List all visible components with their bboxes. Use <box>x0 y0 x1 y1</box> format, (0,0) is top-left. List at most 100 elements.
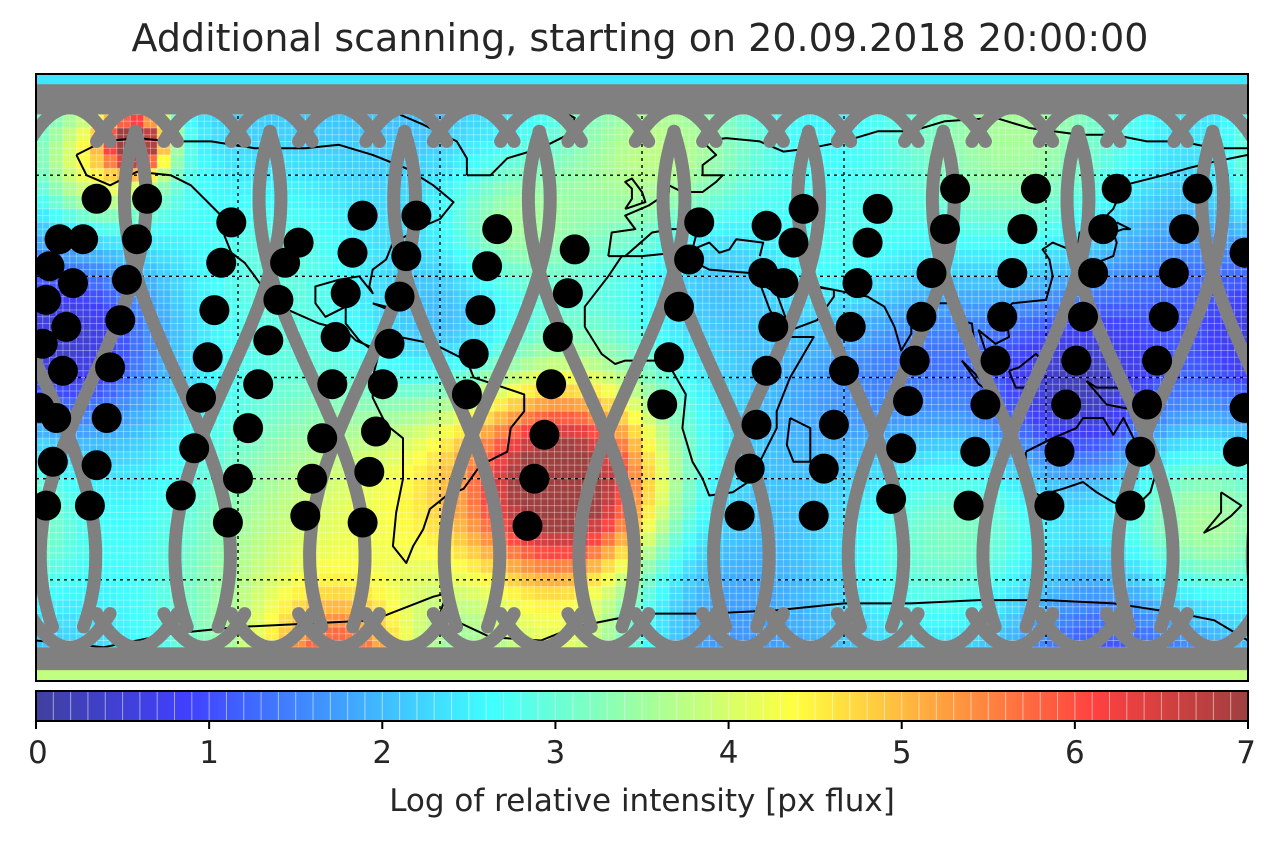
heatmap-cell <box>1072 465 1087 480</box>
heatmap-cell <box>453 208 468 223</box>
heatmap-cell <box>332 478 347 493</box>
heatmap-cell <box>238 586 253 601</box>
pointing-marker <box>788 193 819 224</box>
heatmap-cell <box>157 276 172 291</box>
pointing-marker <box>829 355 859 386</box>
heatmap-cell <box>386 559 401 574</box>
heatmap-cell <box>870 154 885 170</box>
heatmap-cell <box>1140 276 1155 291</box>
heatmap-cell <box>399 613 414 628</box>
heatmap-cell <box>426 384 441 399</box>
heatmap-cell <box>480 532 495 547</box>
heatmap-cell <box>911 222 926 237</box>
heatmap-cell <box>642 505 657 520</box>
heatmap-cell <box>615 276 630 291</box>
heatmap-cell <box>615 127 630 143</box>
heatmap-cell <box>574 330 589 345</box>
map-plot <box>36 74 1248 681</box>
heatmap-cell <box>197 195 212 210</box>
heatmap-cell <box>655 370 670 385</box>
coastline-path <box>785 417 812 463</box>
heatmap-cell <box>547 451 562 466</box>
heatmap-cell <box>870 546 885 561</box>
heatmap-cell <box>1005 127 1020 143</box>
heatmap-cell <box>951 546 966 561</box>
heatmap-cell <box>291 276 306 291</box>
heatmap-cell <box>938 451 953 466</box>
heatmap-cell <box>1221 276 1236 291</box>
heatmap-cell <box>884 532 899 547</box>
heatmap-cell <box>1046 546 1061 561</box>
heatmap-cell <box>170 330 185 345</box>
heatmap-cell <box>116 478 131 493</box>
heatmap-cell <box>426 478 441 493</box>
heatmap-cell <box>1072 519 1087 534</box>
heatmap-cell <box>345 424 360 439</box>
heatmap-cell <box>830 181 845 196</box>
heatmap-cell <box>1126 195 1141 210</box>
heatmap-cell <box>426 546 441 561</box>
heatmap-cell <box>1126 262 1141 277</box>
heatmap-cell <box>493 316 508 331</box>
scan-track <box>437 124 557 634</box>
heatmap-cell <box>534 546 549 561</box>
heatmap-cell <box>561 546 576 561</box>
heatmap-cell <box>547 519 562 534</box>
heatmap-cell <box>1126 141 1141 156</box>
pointing-marker <box>536 369 567 400</box>
heatmap-cell <box>345 127 360 143</box>
heatmap-cell <box>453 249 468 264</box>
heatmap-cell <box>480 330 495 345</box>
heatmap-cell <box>143 492 158 507</box>
heatmap-cell <box>884 262 899 277</box>
heatmap-cell <box>1234 303 1248 318</box>
heatmap-cell <box>1046 154 1061 170</box>
heatmap-cell <box>1207 492 1222 507</box>
heatmap-cell <box>1019 546 1034 561</box>
heatmap-cell <box>62 573 77 588</box>
pointing-marker <box>212 507 243 538</box>
heatmap-cell <box>642 586 657 601</box>
heatmap-cell <box>1113 411 1128 426</box>
pointing-marker <box>320 322 351 352</box>
heatmap-cell <box>251 573 266 588</box>
heatmap-cell <box>1032 451 1047 466</box>
heatmap-cell <box>1207 397 1222 412</box>
heatmap-cell <box>601 559 616 574</box>
heatmap-cell <box>668 627 683 642</box>
heatmap-cell <box>143 519 158 534</box>
heatmap-cell <box>628 330 643 345</box>
heatmap-cell <box>830 546 845 561</box>
pointing-marker <box>37 446 68 477</box>
heatmap-cell <box>911 478 926 493</box>
heatmap-cell <box>938 573 953 588</box>
heatmap-cell <box>184 208 199 223</box>
heatmap-cell <box>426 276 441 291</box>
heatmap-cell <box>1140 222 1155 237</box>
pointing-marker <box>95 352 126 383</box>
heatmap-cell <box>601 262 616 277</box>
heatmap-cell <box>911 424 926 439</box>
heatmap-cell <box>951 370 966 385</box>
heatmap-cell <box>574 451 589 466</box>
heatmap-cell <box>695 438 710 453</box>
heatmap-cell <box>924 505 939 520</box>
heatmap-cell <box>870 465 885 480</box>
heatmap-cell <box>844 249 859 264</box>
heatmap-cell <box>588 154 603 170</box>
heatmap-cell <box>130 586 145 601</box>
heatmap-cell <box>534 627 549 642</box>
heatmap-cell <box>830 303 845 318</box>
heatmap-cell <box>36 141 51 156</box>
heatmap-cell <box>1059 613 1074 628</box>
heatmap-cell <box>574 195 589 210</box>
heatmap-cell <box>386 411 401 426</box>
heatmap-cell <box>682 559 697 574</box>
heatmap-cell <box>1221 424 1236 439</box>
heatmap-cell <box>36 195 51 210</box>
heatmap-cell <box>278 357 293 372</box>
heatmap-cell <box>453 195 468 210</box>
heatmap-cell <box>413 465 428 480</box>
heatmap-cell <box>722 181 737 196</box>
heatmap-cell <box>143 465 158 480</box>
